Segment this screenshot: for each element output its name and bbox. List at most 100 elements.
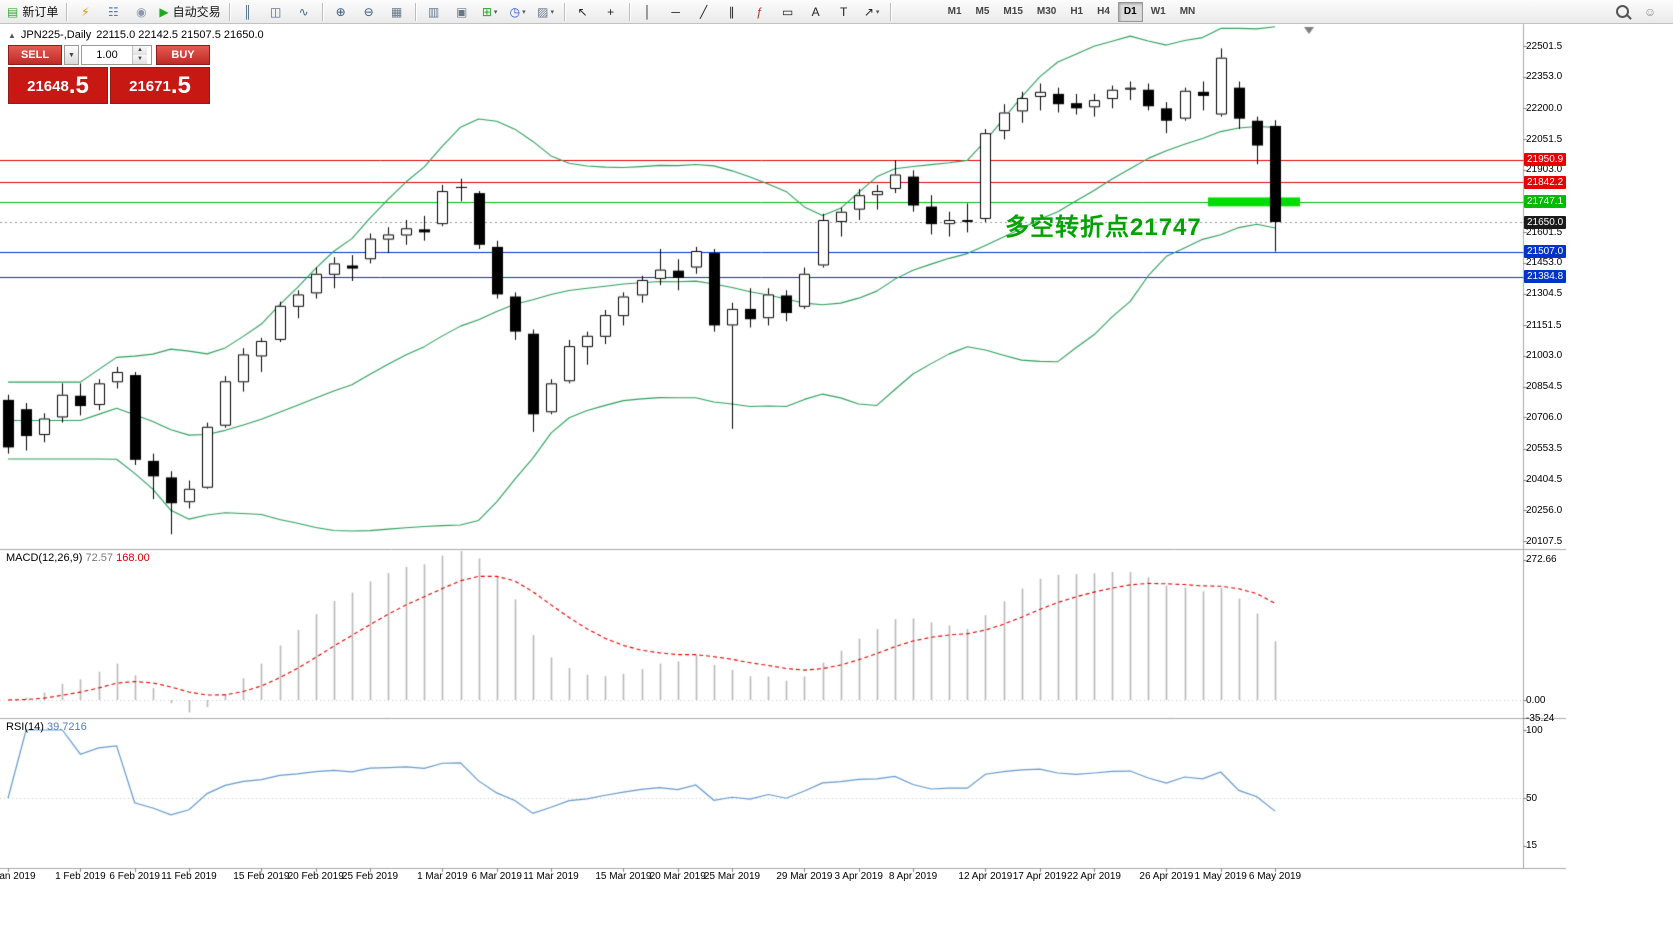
new-order-button[interactable]: ▤ 新订单 <box>3 1 62 23</box>
macd-scale-label: 272.66 <box>1526 554 1557 566</box>
trendline-icon: ╱ <box>699 4 708 19</box>
timeframe-w1[interactable]: W1 <box>1150 6 1166 17</box>
chart-title: ▲ JPN225-,Daily 22115.0 22142.5 21507.5 … <box>8 29 264 41</box>
search-button[interactable] <box>1608 1 1636 23</box>
price-tick-label: 22353.0 <box>1526 71 1563 83</box>
date-axis-label: 8 Apr 2019 <box>888 871 938 882</box>
label-button[interactable]: T <box>830 1 858 23</box>
timeframe-m30[interactable]: M30 <box>1036 6 1057 17</box>
timeframe-m5[interactable]: M5 <box>975 6 990 17</box>
indicators-button[interactable]: ⊞ ▾ <box>476 1 504 23</box>
search-icon <box>1615 5 1629 18</box>
macd-signal-value: 168.00 <box>116 552 150 564</box>
date-axis-label: 3 Apr 2019 <box>834 871 883 882</box>
price-tick-label: 21601.5 <box>1526 226 1563 238</box>
cascade-windows-button[interactable]: ▣ <box>448 1 476 23</box>
sell-price-frac: .5 <box>68 72 89 99</box>
spinner-up-icon: ▲ <box>133 46 147 55</box>
volume-input[interactable] <box>82 46 132 64</box>
metaeditor-icon: ⚡ <box>81 4 90 19</box>
sell-price-button[interactable]: 21648 .5 <box>8 67 108 104</box>
rsi-scale-label: 100 <box>1526 724 1543 736</box>
zoom-out-icon: ⊖ <box>363 4 374 19</box>
buy-price-main: 21671 <box>129 78 171 95</box>
date-axis-label: 1 May 2019 <box>1194 871 1247 882</box>
shapes-button[interactable]: ▭ <box>774 1 802 23</box>
fibonacci-button[interactable]: ƒ <box>746 1 774 23</box>
rsi-scale-label: 15 <box>1526 840 1538 852</box>
candlestick-chart-icon: ◫ <box>269 4 282 19</box>
bar-chart-button[interactable]: ║ <box>234 1 262 23</box>
volume-spinner[interactable]: ▲ ▼ <box>132 46 147 64</box>
date-axis-label: 11 Mar 2019 <box>523 871 579 882</box>
arrows-button[interactable]: ↗ ▾ <box>858 1 886 23</box>
level-price-tag: 21507.0 <box>1524 245 1567 259</box>
templates-button[interactable]: ▨ ▾ <box>532 1 560 23</box>
timeframe-m1[interactable]: M1 <box>947 6 962 17</box>
date-axis-label: 25 Feb 2019 <box>341 871 399 882</box>
arrange-windows-icon: ▥ <box>427 4 440 19</box>
price-tick-label: 22051.5 <box>1526 133 1563 145</box>
trendline-button[interactable]: ╱ <box>690 1 718 23</box>
chevron-down-icon: ▾ <box>522 8 526 16</box>
bid-price-tag: 21650.0 <box>1524 215 1567 229</box>
price-tick-label: 20706.0 <box>1526 411 1563 423</box>
trade-controls-row: SELL ▼ ▲ ▼ BUY <box>8 45 210 65</box>
cascade-windows-icon: ▣ <box>455 4 468 19</box>
date-axis-label: 26 Apr 2019 <box>1139 871 1194 882</box>
vertical-line-button[interactable]: │ <box>634 1 662 23</box>
date-axis-label: 6 Mar 2019 <box>471 871 522 882</box>
level-price-tag: 21842.2 <box>1524 175 1567 189</box>
zoom-in-button[interactable]: ⊕ <box>327 1 355 23</box>
metaeditor-button[interactable]: ⚡ <box>71 1 99 23</box>
text-icon: A <box>811 4 820 19</box>
chart-symbol-period: JPN225-,Daily <box>20 29 92 41</box>
community-button[interactable]: ☺ <box>1636 1 1664 23</box>
price-tick-label: 21304.5 <box>1526 288 1563 299</box>
crosshair-button[interactable]: + <box>597 1 625 23</box>
channel-button[interactable]: ∥ <box>718 1 746 23</box>
arrange-windows-button[interactable]: ▥ <box>420 1 448 23</box>
level-price-tag: 21747.1 <box>1524 195 1567 209</box>
shapes-icon: ▭ <box>781 4 794 19</box>
cursor-button[interactable]: ↖ <box>569 1 597 23</box>
timeframe-mn[interactable]: MN <box>1179 6 1196 17</box>
date-axis-label: 11 Feb 2019 <box>161 871 217 882</box>
timeframe-m15[interactable]: M15 <box>1003 6 1023 17</box>
strategy-tester-icon: ◉ <box>136 4 147 19</box>
price-tick-label: 21003.0 <box>1526 350 1563 362</box>
text-button[interactable]: A <box>802 1 830 23</box>
toolbar-separator <box>889 2 891 21</box>
buy-price-button[interactable]: 21671 .5 <box>110 67 210 104</box>
strategy-tester-button[interactable]: ◉ <box>127 1 155 23</box>
autotrading-button[interactable]: ▶ 自动交易 <box>155 1 224 23</box>
price-tick-label: 20854.5 <box>1526 381 1563 393</box>
cursor-icon: ↖ <box>577 4 588 19</box>
market-watch-icon: ☷ <box>107 4 119 19</box>
timeframe-h4[interactable]: H4 <box>1097 6 1110 17</box>
buy-price-frac: .5 <box>170 72 191 99</box>
horizontal-line-button[interactable]: ─ <box>662 1 690 23</box>
sell-button[interactable]: SELL <box>8 45 62 65</box>
date-axis-label: 1 Feb 2019 <box>55 871 106 882</box>
volume-preset-dropdown[interactable]: ▼ <box>64 45 79 65</box>
date-axis-label: 1 Mar 2019 <box>417 871 468 882</box>
chevron-down-icon: ▾ <box>875 8 880 16</box>
line-chart-button[interactable]: ∿ <box>290 1 318 23</box>
periods-button[interactable]: ◷ ▾ <box>504 1 532 23</box>
zoom-out-button[interactable]: ⊖ <box>355 1 383 23</box>
templates-icon: ▨ <box>537 4 549 19</box>
community-icon: ☺ <box>1643 4 1657 19</box>
buy-button[interactable]: BUY <box>156 45 210 65</box>
crosshair-icon: + <box>607 4 615 19</box>
market-watch-button[interactable]: ☷ <box>99 1 127 23</box>
macd-name: MACD(12,26,9) <box>6 552 83 564</box>
chart-annotation-text: 多空转折点21747 <box>1005 214 1202 241</box>
timeframe-d1[interactable]: D1 <box>1117 1 1143 22</box>
candlestick-chart-button[interactable]: ◫ <box>262 1 290 23</box>
level-price-tag: 21384.8 <box>1524 270 1567 284</box>
tile-windows-button[interactable]: ▦ <box>383 1 411 23</box>
timeframe-h1[interactable]: H1 <box>1070 6 1084 17</box>
price-tick-label: 21151.5 <box>1526 319 1562 331</box>
